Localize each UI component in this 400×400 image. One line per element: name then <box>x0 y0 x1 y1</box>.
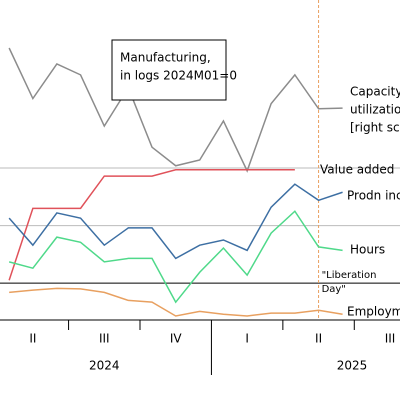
series-line <box>9 287 343 317</box>
x-tick-label: I <box>245 332 249 346</box>
year-label: 2025 <box>337 359 368 373</box>
series-line <box>8 183 343 260</box>
title-box <box>111 39 227 101</box>
series-label: Prodn inc <box>347 189 400 203</box>
chart-title: in logs 2024M01=0 <box>120 69 237 83</box>
plot-area <box>0 0 400 320</box>
series-line <box>8 169 295 281</box>
x-tick-label: II <box>29 332 36 346</box>
series-label: Capacity <box>350 85 400 99</box>
series-label: Hours <box>350 243 385 257</box>
annotation-text: Day" <box>322 284 346 295</box>
series-label: utilization <box>350 103 400 117</box>
year-label: 2024 <box>89 359 120 373</box>
x-tick-label: IV <box>170 332 183 346</box>
series-line <box>8 210 343 304</box>
series-label: Value added <box>320 163 394 177</box>
series-label: Employm <box>347 305 400 319</box>
x-tick-label: III <box>385 332 396 346</box>
chart-title: Manufacturing, <box>120 51 211 65</box>
annotation-text: "Liberation <box>322 270 377 281</box>
series-line <box>8 47 343 173</box>
x-tick-label: II <box>315 332 322 346</box>
x-tick-label: III <box>99 332 110 346</box>
series-label: [right sca <box>350 121 400 135</box>
